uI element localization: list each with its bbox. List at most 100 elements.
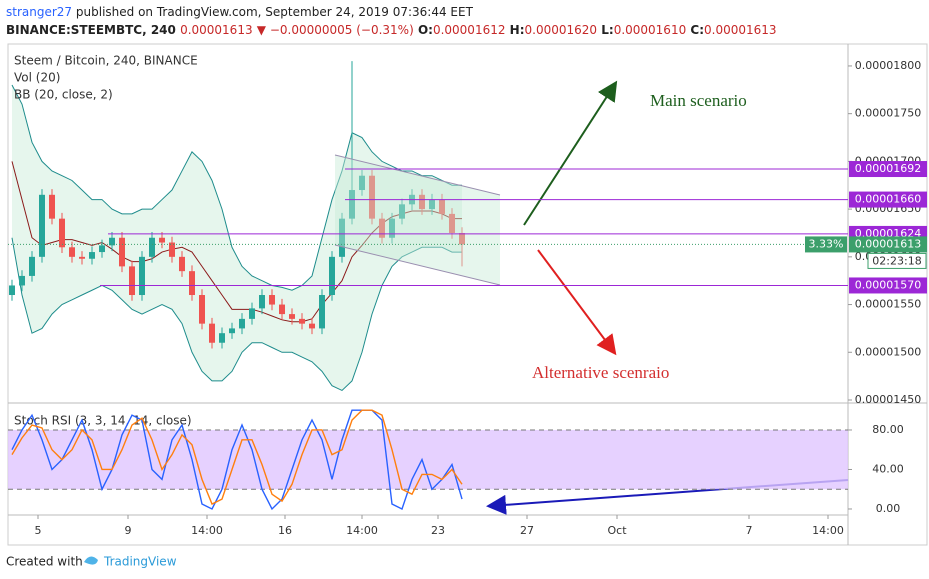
- candle-body: [19, 275, 25, 286]
- x-tick-label: 9: [125, 524, 132, 537]
- y-tick-label: 0.00001800: [855, 59, 921, 72]
- candle-body: [289, 314, 295, 319]
- candle-body: [149, 237, 155, 257]
- x-tick-label: 23: [431, 524, 445, 537]
- x-tick-label: 16: [278, 524, 292, 537]
- last-price-label: 0.00001613: [855, 237, 921, 250]
- candle-body: [89, 252, 95, 259]
- arrow-up: [523, 80, 618, 226]
- y-tick-label: 0.00001500: [855, 345, 921, 358]
- chart-title: Steem / Bitcoin, 240, BINANCE: [14, 54, 198, 68]
- candle-body: [119, 237, 125, 267]
- indicator-label: Vol (20): [14, 71, 60, 85]
- x-tick-label: Oct: [607, 524, 627, 537]
- candle-body: [299, 318, 305, 324]
- candle-body: [399, 204, 405, 219]
- annotation: Alternative scenraio: [532, 363, 669, 382]
- y-tick-label: 0.00001750: [855, 107, 921, 120]
- candle-body: [379, 218, 385, 238]
- last: 0.00001613: [180, 23, 253, 37]
- arrow-down: [537, 249, 617, 356]
- x-tick-label: 14:00: [812, 524, 844, 537]
- candle-body: [139, 256, 145, 296]
- candle-body: [239, 318, 245, 329]
- candle-body: [159, 237, 165, 243]
- candle-body: [29, 256, 35, 276]
- candle-body: [309, 323, 315, 329]
- y-tick-label: 0.00: [876, 502, 901, 515]
- candle-body: [329, 256, 335, 296]
- candle-body: [359, 175, 365, 191]
- x-tick-label: 14:00: [191, 524, 223, 537]
- candle-body: [179, 256, 185, 272]
- y-tick-label: 80.00: [872, 423, 904, 436]
- candle-body: [199, 295, 205, 324]
- ohlc-value: 0.00001610: [614, 23, 687, 37]
- y-tick-label: 0.00001550: [855, 298, 921, 311]
- candle-body: [169, 242, 175, 257]
- footer-created: Created with: [6, 555, 83, 569]
- candle-body: [99, 245, 105, 253]
- stoch-title: Stoch RSI (3, 3, 14, 14, close): [14, 414, 192, 428]
- candle-body: [279, 304, 285, 315]
- ohlc-key: C:: [690, 23, 704, 37]
- stoch-band: [8, 429, 848, 490]
- change-box: [805, 236, 847, 253]
- candle-body: [219, 333, 225, 343]
- level-box: [849, 277, 927, 294]
- candle-body: [459, 232, 465, 245]
- ohlc-value: 0.00001612: [433, 23, 506, 37]
- countdown-box: [867, 252, 927, 269]
- candle-body: [79, 256, 85, 259]
- x-tick-label: 7: [746, 524, 753, 537]
- level-label: 0.00001660: [855, 193, 921, 206]
- indicator-label: BB (20, close, 2): [14, 88, 113, 102]
- level-label: 0.00001692: [855, 162, 921, 175]
- candle-body: [449, 213, 455, 233]
- candle-body: [429, 199, 435, 210]
- published: published on TradingView.com, September …: [76, 5, 474, 19]
- candle-body: [69, 247, 75, 257]
- x-tick-label: 14:00: [346, 524, 378, 537]
- candle-body: [439, 199, 445, 214]
- ohlc-key: O:: [418, 23, 433, 37]
- candle-body: [259, 295, 265, 309]
- candle-body: [59, 218, 65, 248]
- band-lower: [11, 237, 462, 392]
- band-upper: [11, 84, 462, 291]
- candle-body: [229, 328, 235, 334]
- candle-body: [369, 175, 375, 219]
- y-tick-label: 40.00: [872, 462, 904, 475]
- annotation: Main scenario: [650, 91, 747, 110]
- author: stranger27: [6, 5, 72, 19]
- channel-line: [334, 154, 501, 196]
- header-line: stranger27 published on TradingView.com,…: [6, 5, 474, 19]
- frame: [7, 43, 928, 546]
- stoch-line: [11, 409, 463, 506]
- candle-body: [389, 218, 395, 238]
- ohlc-value: 0.00001620: [525, 23, 598, 37]
- candle-body: [129, 266, 135, 296]
- symbol: BINANCE:STEEMBTC, 240: [6, 23, 176, 37]
- candle-body: [49, 194, 55, 219]
- symbol-line: BINANCE:STEEMBTC, 240 0.00001613 ▼ −0.00…: [6, 23, 777, 37]
- candle-body: [109, 237, 115, 246]
- change-label: 3.33%: [809, 237, 844, 250]
- candle-body: [269, 295, 275, 305]
- channel-line: [334, 244, 501, 286]
- price-pane: [9, 61, 465, 392]
- level-box: [849, 191, 927, 208]
- countdown: 02:23:18: [872, 254, 921, 267]
- candle-body: [209, 323, 215, 343]
- candle-body: [9, 285, 15, 296]
- ohlc-value: 0.00001613: [704, 23, 777, 37]
- last-price-box: [849, 236, 927, 253]
- y-tick-label: 0.00001450: [855, 393, 921, 406]
- footer-brand[interactable]: TradingView: [103, 555, 177, 569]
- candle-body: [249, 308, 255, 319]
- band-fill: [12, 85, 462, 391]
- level-label: 0.00001570: [855, 278, 921, 291]
- level-box: [849, 161, 927, 178]
